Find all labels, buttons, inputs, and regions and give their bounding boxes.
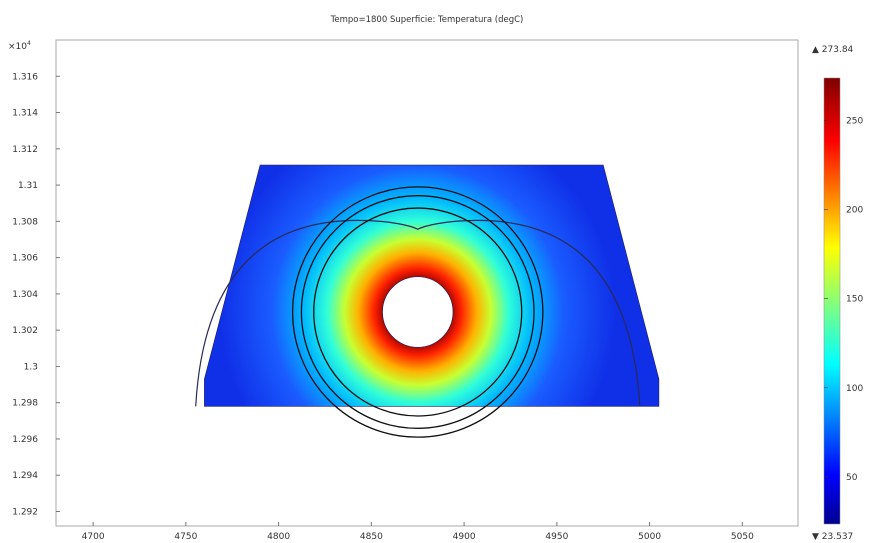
x-tick-label: 5050 xyxy=(731,532,754,542)
colorbar-tick-label: 50 xyxy=(846,473,858,483)
x-tick-label: 4950 xyxy=(545,532,568,542)
y-tick-label: 1.3 xyxy=(24,362,38,372)
y-tick-label: 1.308 xyxy=(12,217,38,227)
pipe-ring-inner xyxy=(313,207,523,417)
pipe-ring-outer xyxy=(291,186,544,438)
colorbar xyxy=(823,77,841,525)
y-tick-label: 1.298 xyxy=(12,399,38,409)
plot-frame xyxy=(55,39,799,527)
x-tick-label: 4800 xyxy=(267,532,290,542)
x-tick-label: 4750 xyxy=(174,532,197,542)
y-tick-label: 1.306 xyxy=(12,254,38,264)
y-tick-label: 1.294 xyxy=(12,471,38,481)
y-tick-label: 1.314 xyxy=(12,109,38,119)
chart-title: Tempo=1800 Superficie: Temperatura (degC… xyxy=(330,15,524,25)
y-multiplier: ×104 xyxy=(8,40,31,52)
colorbar-tick-label: 100 xyxy=(846,384,863,394)
temperature-field xyxy=(204,164,660,407)
colorbar-tick-label: 250 xyxy=(846,116,863,126)
axis-ticks: 4700 4750 4800 4850 4900 4950 5000 5050 1.292 1.2… xyxy=(12,72,754,542)
y-tick-label: 1.316 xyxy=(12,72,38,82)
x-tick-label: 5000 xyxy=(638,532,661,542)
x-tick-label: 4700 xyxy=(82,532,105,542)
x-tick-label: 4850 xyxy=(360,532,383,542)
colorbar-tick-label: 200 xyxy=(846,206,863,216)
y-tick-label: 1.296 xyxy=(12,435,38,445)
heated-zone-boundary xyxy=(195,219,641,407)
y-multiplier-exp: 4 xyxy=(27,40,31,47)
colorbar-tick-label: 150 xyxy=(846,295,863,305)
colorbar-max-label: ▲ 273.84 xyxy=(812,45,854,55)
y-tick-label: 1.302 xyxy=(12,326,38,336)
y-tick-label: 1.312 xyxy=(12,145,38,155)
y-tick-label: 1.31 xyxy=(18,181,38,191)
colorbar-ticks: 50 100 150 200 250 xyxy=(824,116,863,483)
colorbar-min-label: ▼ 23.537 xyxy=(812,532,853,542)
x-tick-label: 4900 xyxy=(453,532,476,542)
y-tick-label: 1.292 xyxy=(12,507,38,517)
y-tick-label: 1.304 xyxy=(12,290,38,300)
pipe-ring-middle xyxy=(300,195,535,429)
